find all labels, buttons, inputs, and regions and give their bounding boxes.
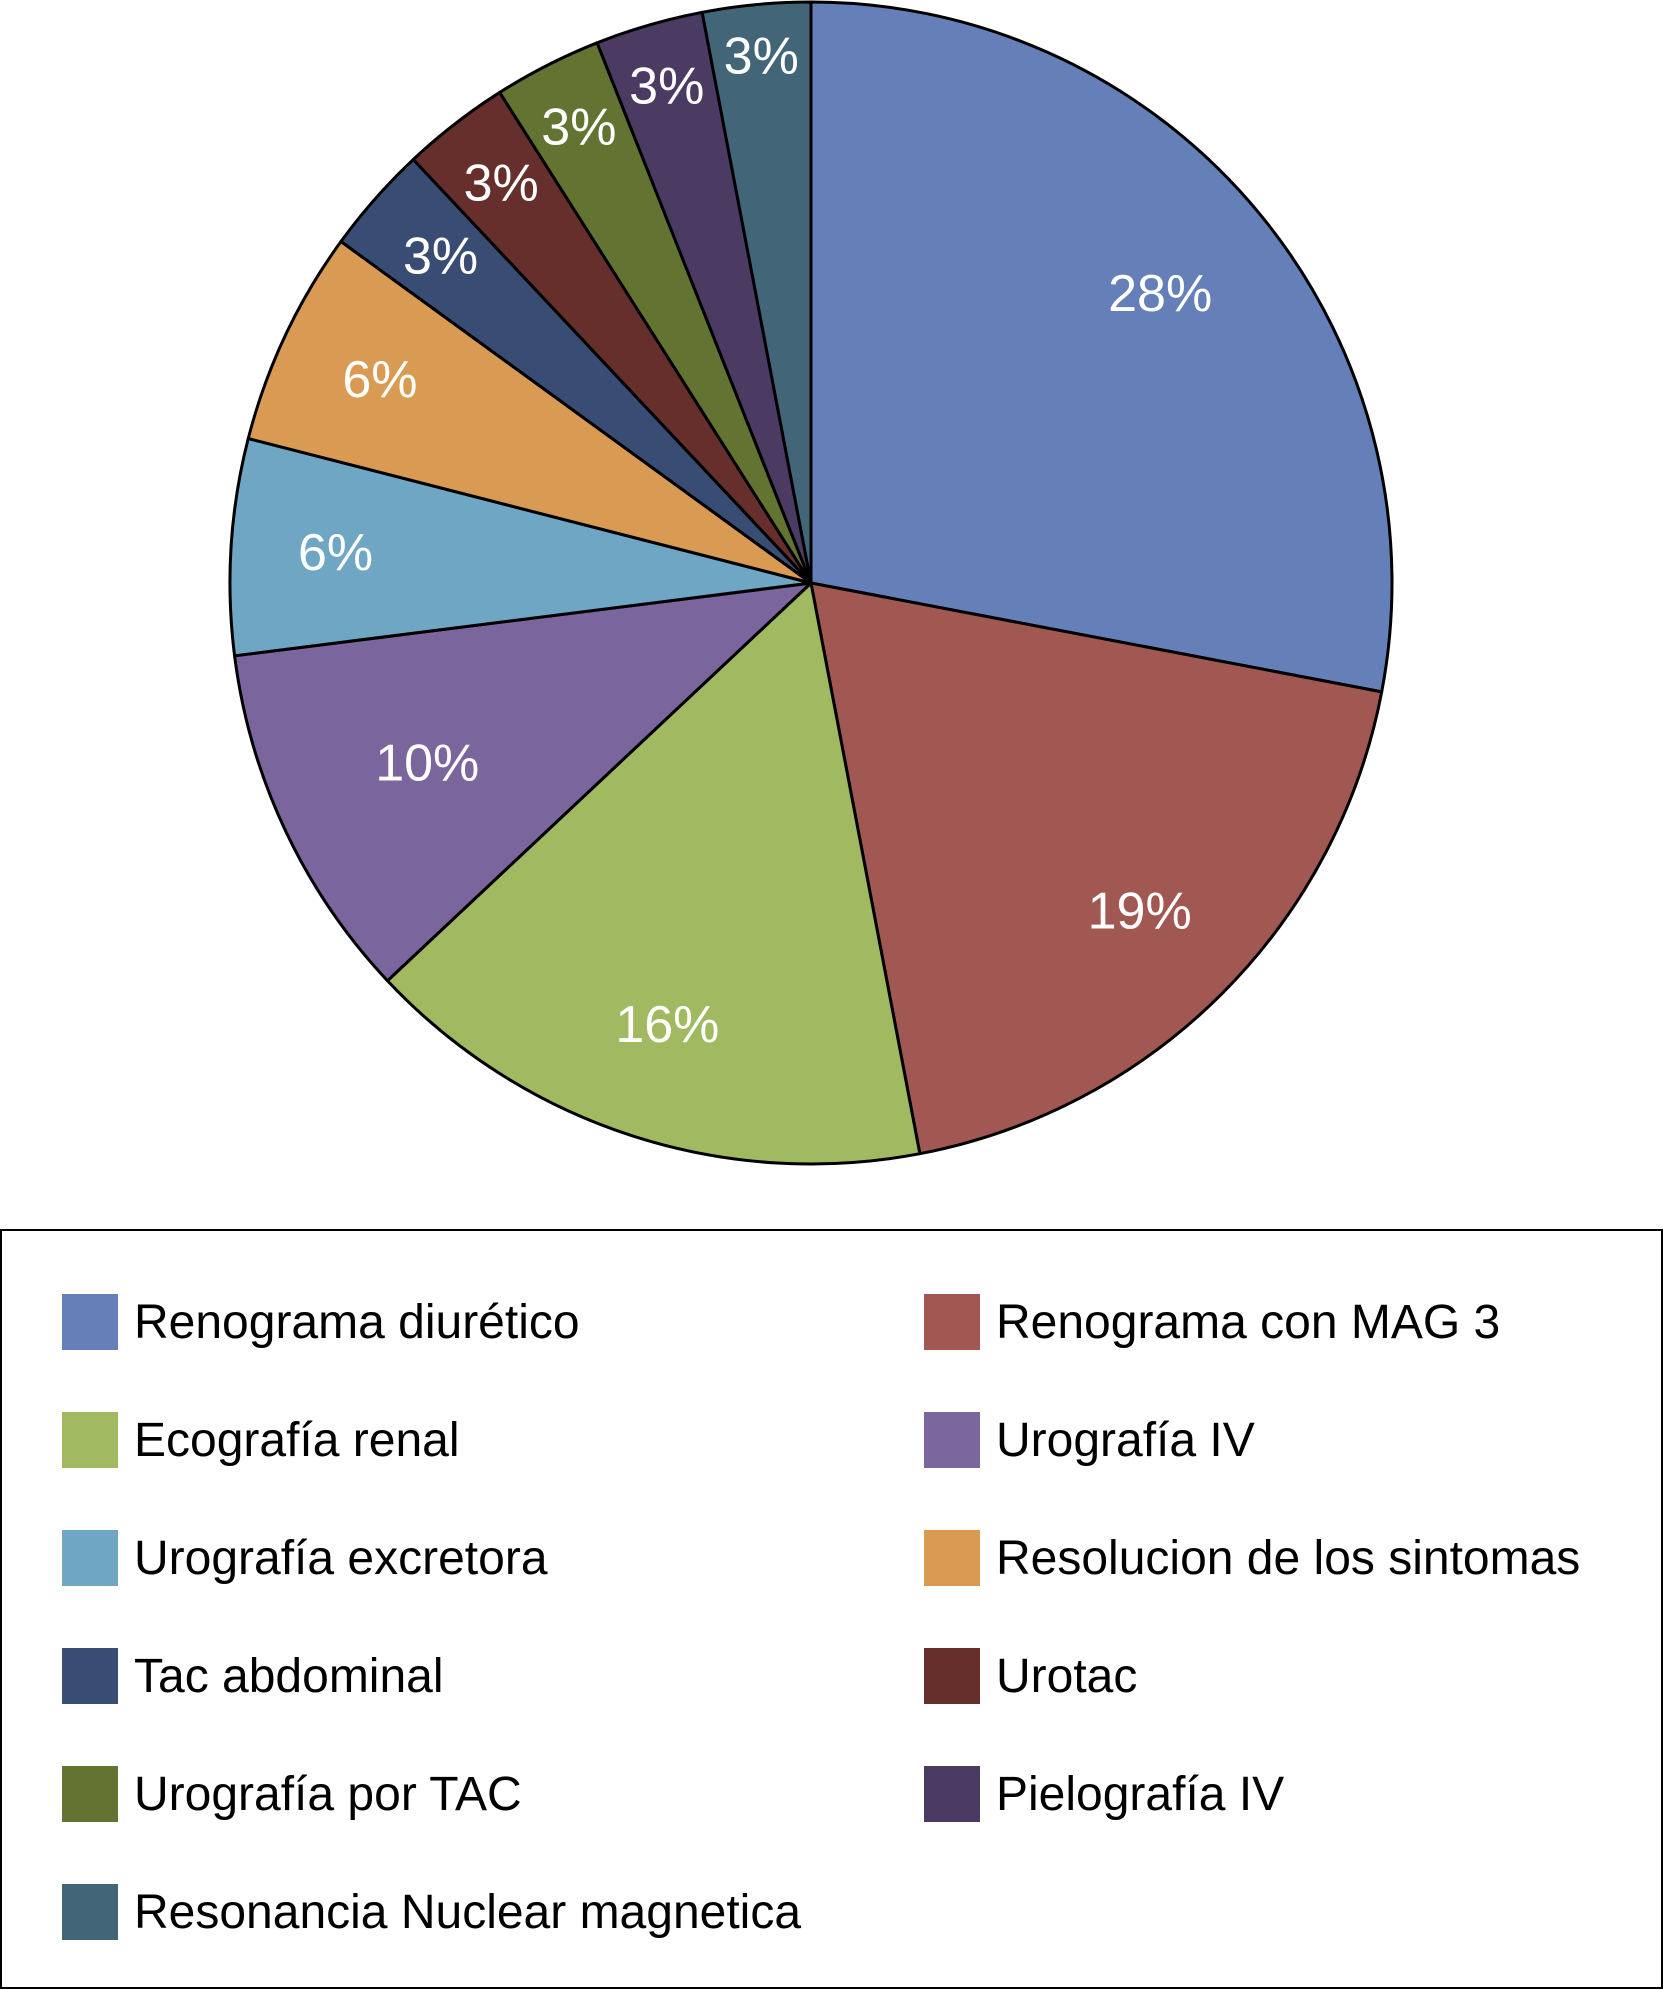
legend-swatch <box>62 1412 118 1468</box>
chart-legend: Renograma diurético Renograma con MAG 3 Ec… <box>0 1229 1663 1989</box>
slice-value-label: 3% <box>403 227 478 285</box>
legend-swatch <box>62 1294 118 1350</box>
legend-swatch <box>924 1766 980 1822</box>
legend-item: Resonancia Nuclear magnetica <box>62 1884 801 1940</box>
legend-label: Ecografía renal <box>134 1413 460 1467</box>
legend-label: Urografía excretora <box>134 1531 548 1585</box>
legend-label: Pielografía IV <box>996 1767 1285 1821</box>
pie-chart: 28%19%16%10%6%6%3%3%3%3%3% <box>228 0 1394 1166</box>
pie-slice-renograma-diuretico <box>809 0 1394 694</box>
legend-item: Renograma con MAG 3 <box>924 1294 1500 1350</box>
legend-label: Urografía por TAC <box>134 1767 522 1821</box>
legend-item: Ecografía renal <box>62 1412 460 1468</box>
pie-slice-renograma-con-mag-3 <box>809 581 1384 1156</box>
legend-item: Pielografía IV <box>924 1766 1284 1822</box>
slice-value-label: 10% <box>375 735 479 793</box>
slice-value-label: 19% <box>1088 883 1192 941</box>
legend-label: Renograma diurético <box>134 1295 580 1349</box>
slice-value-label: 3% <box>464 155 539 213</box>
legend-item: Tac abdominal <box>62 1648 444 1704</box>
slice-value-label: 6% <box>342 351 417 409</box>
pie-slice-resonancia-nuclear-magnetica <box>700 0 813 585</box>
pie-slice-resolucion-de-los-sintomas <box>246 239 813 585</box>
slice-value-label: 28% <box>1108 265 1212 323</box>
legend-swatch <box>924 1530 980 1586</box>
slice-value-label: 16% <box>615 996 719 1054</box>
legend-item: Resolucion de los sintomas <box>924 1530 1580 1586</box>
slice-value-label: 3% <box>541 98 616 156</box>
slice-value-label: 6% <box>298 524 373 582</box>
legend-label: Urografía IV <box>996 1413 1255 1467</box>
legend-item: Urografía excretora <box>62 1530 548 1586</box>
legend-swatch <box>62 1884 118 1940</box>
legend-swatch <box>62 1766 118 1822</box>
legend-label: Tac abdominal <box>134 1649 444 1703</box>
legend-swatch <box>62 1530 118 1586</box>
legend-item: Urografía por TAC <box>62 1766 522 1822</box>
legend-label: Urotac <box>996 1649 1138 1703</box>
legend-item: Renograma diurético <box>62 1294 580 1350</box>
legend-swatch <box>62 1648 118 1704</box>
slice-value-label: 3% <box>629 57 704 115</box>
slice-value-label: 3% <box>724 28 799 86</box>
legend-label: Resonancia Nuclear magnetica <box>134 1885 802 1939</box>
legend-label: Renograma con MAG 3 <box>996 1295 1501 1349</box>
legend-item: Urotac <box>924 1648 1137 1704</box>
legend-swatch <box>924 1412 980 1468</box>
legend-swatch <box>924 1294 980 1350</box>
pie-slice-urografia-iv <box>233 581 813 983</box>
legend-label: Resolucion de los sintomas <box>996 1531 1581 1585</box>
pie-slice-ecografia-renal <box>385 581 922 1166</box>
legend-swatch <box>924 1648 980 1704</box>
legend-item: Urografía IV <box>924 1412 1255 1468</box>
pie-slice-urografia-excretora <box>228 437 813 658</box>
